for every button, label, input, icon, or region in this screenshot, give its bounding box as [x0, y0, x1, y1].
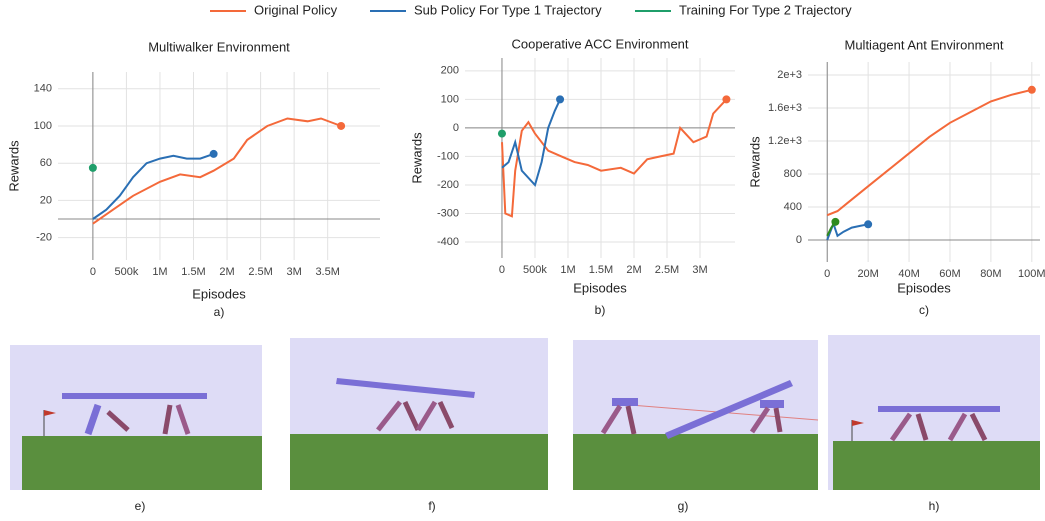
image-label: e)	[135, 499, 146, 513]
x-tick-label: 80M	[980, 268, 1001, 280]
x-tick-label: 1.5M	[589, 264, 613, 276]
y-tick-label: -400	[437, 236, 459, 248]
x-tick-label: 1.5M	[181, 266, 205, 278]
legend-label: Training For Type 2 Trajectory	[679, 2, 852, 17]
end-marker	[1028, 86, 1036, 94]
end-marker	[337, 122, 345, 130]
y-tick-label: 0	[796, 234, 802, 246]
y-tick-label: 0	[453, 122, 459, 134]
image-label: h)	[929, 499, 940, 513]
x-tick-label: 1M	[560, 264, 575, 276]
y-tick-label: 60	[40, 157, 52, 169]
y-tick-label: -100	[437, 150, 459, 162]
chart-title: Multiwalker Environment	[148, 39, 290, 54]
image-e	[10, 345, 262, 490]
y-tick-label: 20	[40, 194, 52, 206]
image-label: g)	[678, 499, 689, 513]
panel-label: c)	[919, 303, 929, 317]
chart-title: Multiagent Ant Environment	[845, 37, 1004, 52]
legend-label: Original Policy	[254, 2, 338, 17]
y-tick-label: 100	[441, 93, 459, 105]
x-tick-label: 2M	[219, 266, 234, 278]
y-tick-label: 140	[34, 83, 52, 95]
x-tick-label: 2M	[626, 264, 641, 276]
legend-label: Sub Policy For Type 1 Trajectory	[414, 2, 602, 17]
x-tick-label: 2.5M	[248, 266, 272, 278]
y-tick-label: 200	[441, 65, 459, 77]
series-line	[502, 99, 560, 185]
chart-title: Cooperative ACC Environment	[511, 36, 688, 51]
y-tick-label: 1.6e+3	[768, 102, 802, 114]
x-axis-label: Episodes	[897, 280, 951, 295]
panel-label: a)	[214, 305, 225, 319]
y-tick-label: -300	[437, 207, 459, 219]
y-tick-label: -20	[36, 232, 52, 244]
image-h	[828, 335, 1040, 490]
image-panels	[10, 335, 1040, 490]
y-tick-label: -200	[437, 179, 459, 191]
x-tick-label: 40M	[898, 268, 919, 280]
y-tick-label: 2e+3	[777, 69, 802, 81]
x-tick-label: 2.5M	[655, 264, 679, 276]
end-marker	[722, 95, 730, 103]
y-axis-label: Rewards	[6, 140, 21, 192]
series-line	[93, 119, 341, 224]
x-tick-label: 3.5M	[315, 266, 339, 278]
panel-label: b)	[595, 303, 606, 317]
x-tick-label: 20M	[857, 268, 878, 280]
end-marker	[498, 130, 506, 138]
x-tick-label: 60M	[939, 268, 960, 280]
end-marker	[556, 95, 564, 103]
end-marker	[864, 220, 872, 228]
y-tick-label: 100	[34, 120, 52, 132]
y-axis-label: Rewards	[409, 132, 424, 184]
x-tick-label: 500k	[523, 264, 547, 276]
x-tick-label: 0	[824, 268, 830, 280]
end-marker	[210, 150, 218, 158]
y-tick-label: 400	[784, 201, 802, 213]
series-line	[827, 90, 1032, 215]
x-tick-label: 0	[90, 266, 96, 278]
x-tick-label: 500k	[114, 266, 138, 278]
x-axis-label: Episodes	[573, 280, 627, 295]
image-g	[573, 340, 818, 490]
x-axis-label: Episodes	[192, 286, 246, 301]
image-label: f)	[428, 499, 435, 513]
end-marker	[831, 218, 839, 226]
y-tick-label: 1.2e+3	[768, 135, 802, 147]
x-tick-label: 0	[499, 264, 505, 276]
x-tick-label: 3M	[692, 264, 707, 276]
end-marker	[89, 164, 97, 172]
series-line	[502, 99, 726, 216]
x-tick-label: 1M	[152, 266, 167, 278]
x-tick-label: 3M	[286, 266, 301, 278]
y-tick-label: 800	[784, 168, 802, 180]
figure: Original Policy Sub Policy For Type 1 Tra…	[0, 0, 1045, 521]
image-f	[290, 338, 548, 490]
y-axis-label: Rewards	[747, 136, 762, 188]
x-tick-label: 100M	[1018, 268, 1045, 280]
